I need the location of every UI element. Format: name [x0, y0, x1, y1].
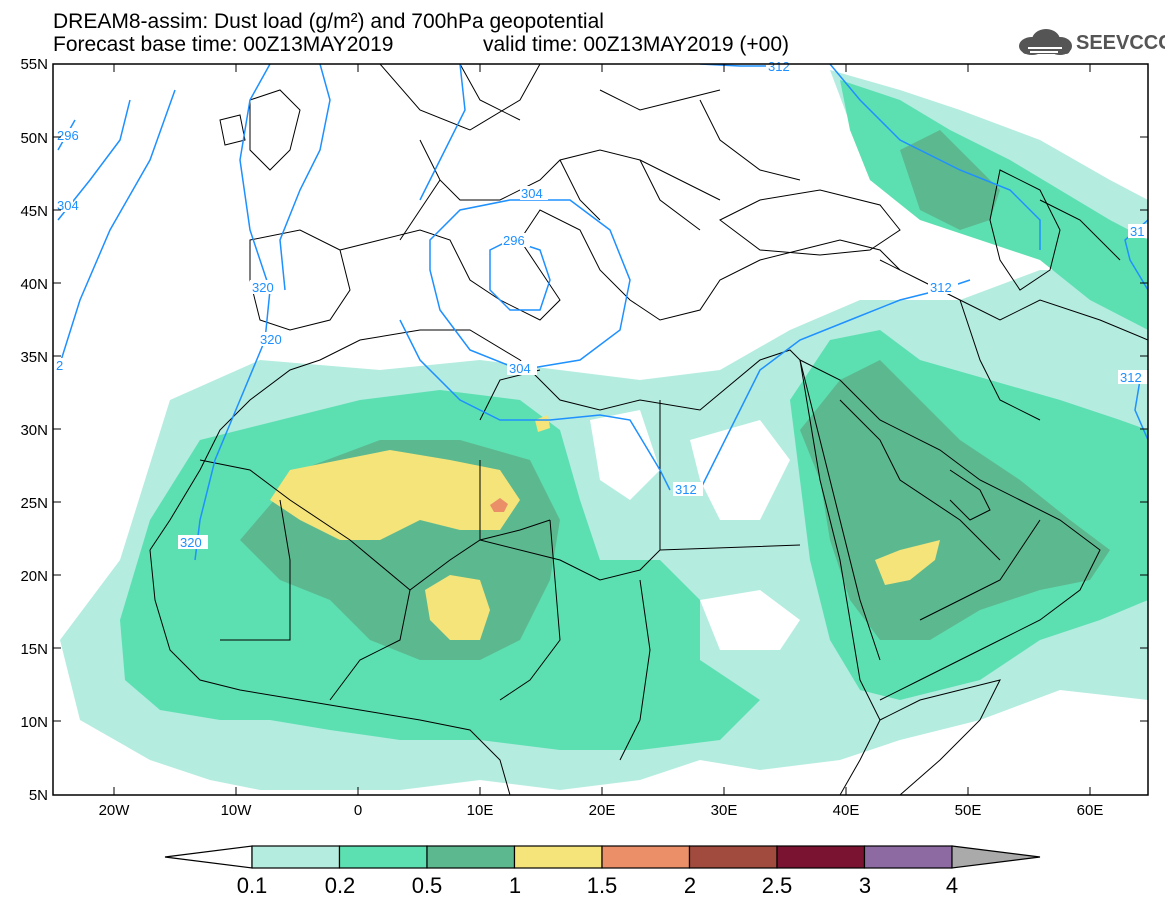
contour-label: 304	[509, 361, 531, 376]
colorbar-label: 4	[946, 873, 958, 898]
contour-label: 312	[1120, 370, 1142, 385]
lat-label: 20N	[20, 568, 48, 585]
contour-label: 296	[503, 233, 525, 248]
colorbar-box	[863, 845, 953, 869]
lon-label: 60E	[1077, 802, 1104, 819]
colorbar-box	[601, 845, 691, 869]
latitude-axis: 55N 50N 45N 40N 35N 30N 25N 20N 15N 10N …	[20, 56, 48, 804]
lon-label: 30E	[711, 802, 738, 819]
colorbar-label: 0.1	[237, 873, 268, 898]
contour-label: 31	[1130, 224, 1144, 239]
lon-label: 50E	[955, 802, 982, 819]
colorbar-label: 1	[509, 873, 521, 898]
lon-label: 0	[354, 802, 362, 819]
colorbar-low-arrow	[164, 845, 253, 869]
colorbar-labels: 0.1 0.2 0.5 1 1.5 2 2.5 3 4	[237, 873, 958, 898]
colorbar-boxes	[251, 845, 953, 869]
contour-label: 304	[521, 186, 543, 201]
colorbar-label: 1.5	[587, 873, 618, 898]
contour-label: 296	[57, 128, 79, 143]
contour-label: 312	[930, 280, 952, 295]
lat-label: 5N	[29, 787, 48, 804]
lat-label: 55N	[20, 56, 48, 73]
contour-label: 304	[57, 198, 79, 213]
colorbar-label: 0.5	[412, 873, 443, 898]
lon-label: 20W	[99, 802, 131, 819]
colorbar-box	[251, 845, 341, 869]
contour-label: 312	[768, 59, 790, 74]
lat-label: 25N	[20, 495, 48, 512]
colorbar-label: 2	[684, 873, 696, 898]
colorbar-box	[426, 845, 516, 869]
contour-labels: 312 296 304 320 296 304 312 320 312 312 …	[56, 59, 1148, 550]
colorbar-label: 0.2	[325, 873, 356, 898]
map-title: DREAM8-assim: Dust load (g/m²) and 700hP…	[53, 10, 604, 33]
lat-label: 50N	[20, 130, 48, 147]
colorbar-box	[776, 845, 866, 869]
lat-label: 35N	[20, 349, 48, 366]
contour-label: 320	[260, 332, 282, 347]
colorbar: 0.1 0.2 0.5 1 1.5 2 2.5 3 4	[164, 845, 1041, 898]
dust-shading	[53, 64, 1148, 795]
logo-text: SEEVCCC	[1076, 32, 1165, 54]
colorbar-label: 2.5	[762, 873, 793, 898]
contour-label: 2	[56, 358, 63, 373]
lon-label: 10W	[221, 802, 253, 819]
forecast-base-time: Forecast base time: 00Z13MAY2019	[53, 33, 394, 56]
lon-label: 10E	[467, 802, 494, 819]
cloud-logo-icon	[1019, 29, 1072, 55]
colorbar-box	[688, 845, 778, 869]
colorbar-high-arrow	[951, 845, 1041, 869]
lat-label: 15N	[20, 641, 48, 658]
lat-label: 45N	[20, 203, 48, 220]
contour-label: 320	[252, 280, 274, 295]
contour-label: 312	[675, 482, 697, 497]
lat-label: 40N	[20, 276, 48, 293]
colorbar-box	[338, 845, 428, 869]
colorbar-label: 3	[859, 873, 871, 898]
longitude-axis: 20W 10W 0 10E 20E 30E 40E 50E 60E	[99, 802, 1104, 819]
lon-label: 20E	[589, 802, 616, 819]
lat-ticks	[53, 64, 1148, 795]
colorbar-box	[513, 845, 603, 869]
contour-label: 320	[180, 535, 202, 550]
lat-label: 10N	[20, 714, 48, 731]
coastlines-borders	[149, 64, 1148, 795]
seevccc-logo: SEEVCCC	[1016, 26, 1165, 60]
lon-label: 40E	[833, 802, 860, 819]
lat-label: 30N	[20, 422, 48, 439]
valid-time: valid time: 00Z13MAY2019 (+00)	[483, 33, 790, 56]
